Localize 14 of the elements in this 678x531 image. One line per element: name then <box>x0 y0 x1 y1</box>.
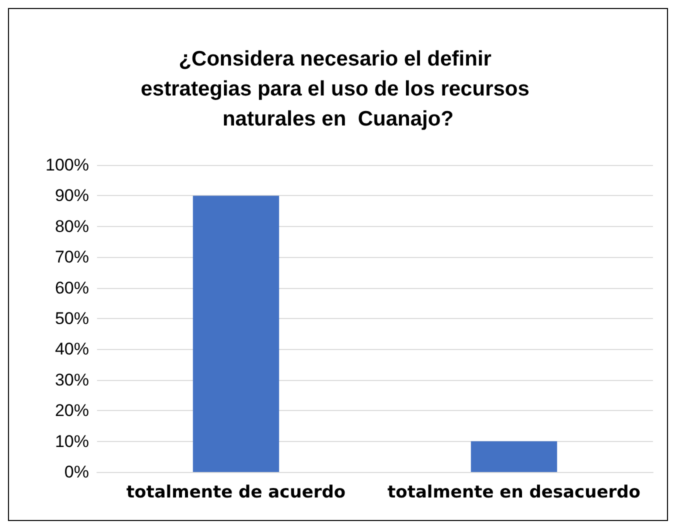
x-tick-label: totalmente de acuerdo <box>126 482 346 502</box>
y-tick-label: 30% <box>54 370 89 390</box>
x-tick-label: totalmente en desacuerdo <box>388 482 640 502</box>
y-tick-label: 60% <box>54 278 89 298</box>
y-tick-label: 80% <box>54 216 89 236</box>
y-tick-label: 0% <box>64 462 89 482</box>
y-tick-label: 70% <box>54 248 89 267</box>
chart-title: ¿Considera necesario el definir estrategias para el uso de los recursos naturales en Cuanajo? <box>140 48 536 130</box>
y-tick-label: 90% <box>54 186 89 206</box>
y-tick-label: 40% <box>54 340 89 359</box>
y-tick-label: 20% <box>54 401 89 420</box>
y-tick-label: 50% <box>54 309 89 328</box>
y-tick-label: 10% <box>54 432 89 451</box>
y-tick-label: 100% <box>46 156 89 174</box>
